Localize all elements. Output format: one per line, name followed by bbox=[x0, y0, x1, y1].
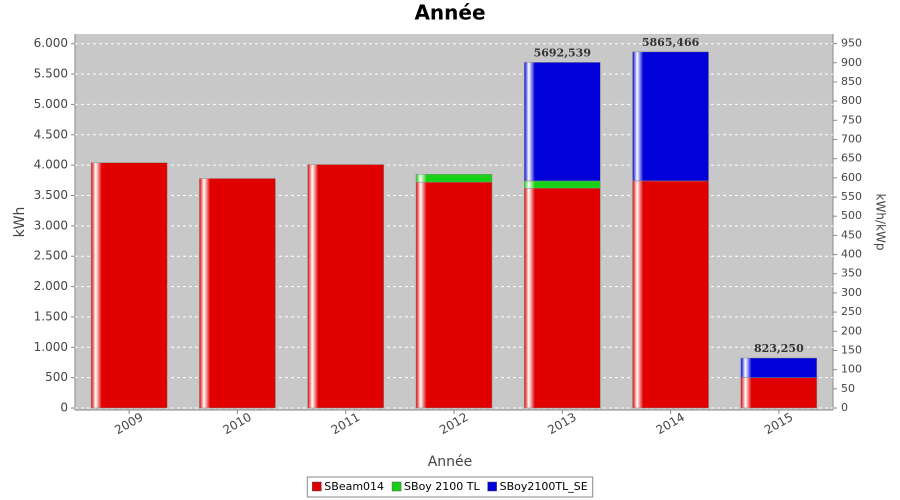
y2-tick-label: 450 bbox=[841, 228, 862, 241]
legend-label: SBoy 2100 TL bbox=[404, 480, 480, 493]
y2-tick-label: 500 bbox=[841, 209, 862, 222]
y-tick-label: 3.500 bbox=[34, 188, 68, 202]
y2-tick-label: 550 bbox=[841, 190, 862, 203]
y2-tick-label: 0 bbox=[841, 401, 848, 414]
y-tick-label: 3.000 bbox=[34, 218, 68, 232]
y2-tick-label: 50 bbox=[841, 382, 855, 395]
y2-tick-label: 850 bbox=[841, 75, 862, 88]
bar bbox=[524, 62, 601, 182]
bar bbox=[632, 51, 709, 182]
y2-tick-label: 950 bbox=[841, 37, 862, 50]
y-tick-label: 0 bbox=[60, 401, 68, 415]
bar bbox=[740, 377, 818, 409]
y2-tick-label: 200 bbox=[841, 324, 862, 337]
legend: SBeam014 SBoy 2100 TL SBoy2100TL_SE bbox=[306, 476, 594, 498]
bar bbox=[415, 174, 493, 183]
bar bbox=[632, 180, 709, 409]
y2-tick-label: 300 bbox=[841, 286, 862, 299]
y2-tick-label: 100 bbox=[841, 363, 862, 376]
y2-axis-title: kWh/kWp bbox=[874, 194, 888, 251]
y-tick-label: 2.500 bbox=[34, 249, 68, 263]
y-tick-label: 500 bbox=[45, 370, 68, 384]
legend-label: SBoy2100TL_SE bbox=[500, 480, 588, 493]
legend-swatch bbox=[312, 481, 322, 492]
y-tick-label: 4.500 bbox=[34, 127, 68, 141]
chart-title: Année bbox=[414, 1, 485, 25]
x-axis-title: Année bbox=[428, 454, 473, 470]
y2-tick-label: 700 bbox=[841, 132, 862, 145]
bar bbox=[740, 357, 818, 378]
y2-tick-label: 750 bbox=[841, 113, 862, 126]
legend-swatch bbox=[487, 481, 497, 492]
legend-box bbox=[306, 476, 594, 498]
y-tick-label: 4.000 bbox=[34, 158, 68, 172]
y2-tick-label: 800 bbox=[841, 94, 862, 107]
bar bbox=[307, 164, 384, 409]
y-tick-label: 1.000 bbox=[34, 340, 68, 354]
legend-label: SBeam014 bbox=[324, 480, 384, 493]
y2-tick-label: 900 bbox=[841, 56, 862, 69]
legend-swatch bbox=[391, 481, 402, 492]
y2-tick-label: 600 bbox=[841, 171, 862, 184]
y2-tick-label: 350 bbox=[841, 267, 862, 280]
value-label: 823,250 bbox=[754, 342, 804, 355]
value-label: 5865,466 bbox=[642, 36, 700, 49]
y-axis-title: kWh bbox=[12, 207, 28, 238]
y-tick-label: 6.000 bbox=[34, 36, 68, 50]
bar bbox=[524, 187, 601, 409]
y2-tick-label: 150 bbox=[841, 343, 862, 356]
y-tick-label: 5.500 bbox=[34, 67, 68, 81]
bar bbox=[415, 181, 493, 409]
y2-tick-label: 650 bbox=[841, 152, 862, 165]
bar bbox=[199, 178, 276, 409]
y-tick-label: 5.000 bbox=[34, 97, 68, 111]
y2-tick-label: 400 bbox=[841, 248, 862, 261]
bar bbox=[524, 180, 601, 189]
y-tick-label: 1.500 bbox=[34, 309, 68, 323]
y2-tick-label: 250 bbox=[841, 305, 862, 318]
bar bbox=[90, 162, 168, 409]
value-label: 5692,539 bbox=[534, 46, 591, 59]
y-tick-label: 2.000 bbox=[34, 279, 68, 293]
